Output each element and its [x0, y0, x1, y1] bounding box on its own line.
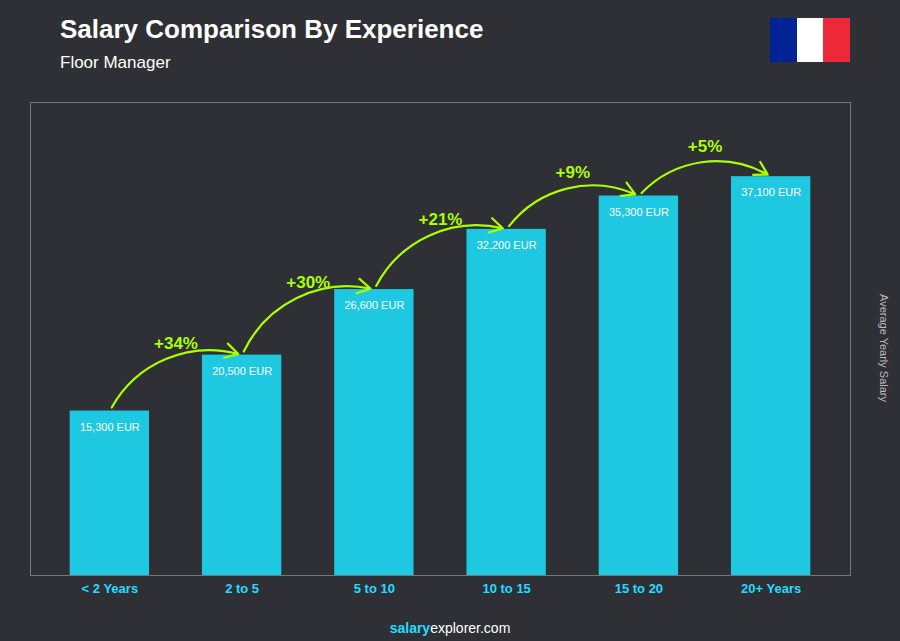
svg-text:35,300 EUR: 35,300 EUR [609, 206, 669, 218]
svg-text:15,300 EUR: 15,300 EUR [80, 421, 140, 433]
html-text:salary explorer.com: salary explorer.com [389, 620, 511, 636]
html-text:Floor Manager: Floor Manager [60, 53, 171, 72]
svg-text:< 2 Years: < 2 Years [82, 581, 139, 596]
svg-text:+5%: +5% [688, 137, 723, 156]
html-text:Salary Comparison By Experienc: Salary Comparison By Experience [60, 14, 484, 44]
svg-text:26,600 EUR: 26,600 EUR [344, 299, 404, 311]
svg-text:+9%: +9% [556, 163, 591, 182]
svg-text:37,100 EUR: 37,100 EUR [741, 186, 801, 198]
svg-text:10 to 15: 10 to 15 [482, 581, 530, 596]
svg-text:15 to 20: 15 to 20 [615, 581, 663, 596]
svg-text:20+ Years: 20+ Years [741, 581, 801, 596]
svg-text:+34%: +34% [154, 334, 198, 353]
html-text:Average Yearly Salary: Average Yearly Salary [878, 294, 890, 403]
svg-text:5 to 10: 5 to 10 [354, 581, 395, 596]
svg-text:32,200 EUR: 32,200 EUR [477, 239, 537, 251]
svg-text:+30%: +30% [286, 273, 330, 292]
svg-text:2 to 5: 2 to 5 [225, 581, 259, 596]
svg-text:20,500 EUR: 20,500 EUR [212, 365, 272, 377]
svg-text:+21%: +21% [419, 210, 463, 229]
